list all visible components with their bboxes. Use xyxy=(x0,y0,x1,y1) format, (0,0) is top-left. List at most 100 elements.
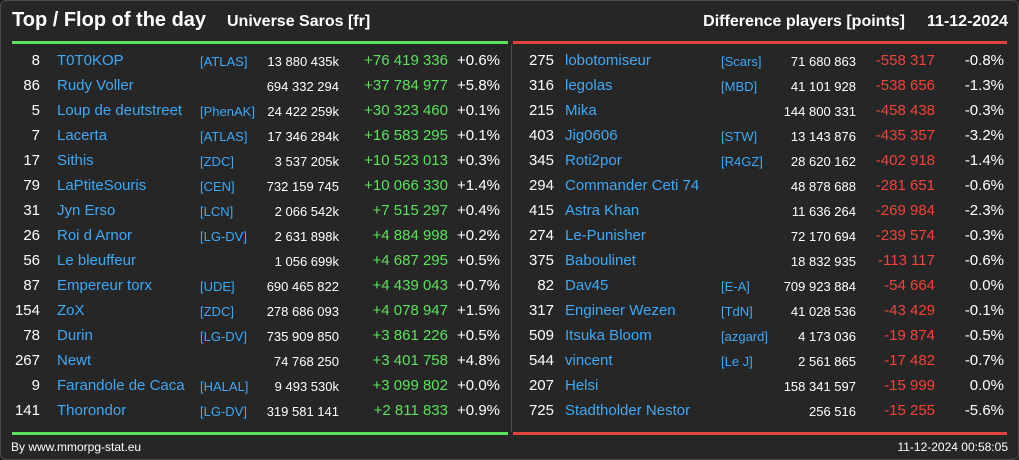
universe-label: Universe Saros [fr] xyxy=(227,13,371,30)
flop-row: 375 Baboulinet 18 832 935 -113 117 -0.6% xyxy=(511,249,1011,274)
player-name-link[interactable]: Jig0606 xyxy=(565,127,618,144)
player-name-link[interactable]: Jyn Erso xyxy=(57,202,116,219)
flop-row: 215 Mika 144 800 331 -458 438 -0.3% xyxy=(511,99,1011,124)
player-name-link[interactable]: Roi d Arnor xyxy=(57,227,133,244)
player-name-link[interactable]: Le-Punisher xyxy=(565,227,646,244)
alliance-tag-link[interactable]: [Le J] xyxy=(721,354,753,369)
points-delta: -19 874 xyxy=(884,327,935,344)
alliance-tag-link[interactable]: [Scars] xyxy=(721,54,762,69)
player-name-link[interactable]: Farandole de Caca xyxy=(57,377,185,394)
player-rank: 375 xyxy=(528,252,554,269)
player-name-link[interactable]: Loup de deutstreet xyxy=(57,102,183,119)
player-name-link[interactable]: Commander Ceti 74 xyxy=(565,177,700,194)
alliance-tag-link[interactable]: [R4GZ] xyxy=(721,154,763,169)
alliance-tag-link[interactable]: [CEN] xyxy=(200,179,235,194)
flop-row: 207 Helsi 158 341 597 -15 999 0.0% xyxy=(511,374,1011,399)
points-delta: -54 664 xyxy=(884,277,935,294)
top-row: 31 Jyn Erso [LCN] 2 066 542k +7 515 297 +0.4% xyxy=(1,199,501,224)
points-delta: +4 078 947 xyxy=(372,302,449,319)
percent-change: +0.2% xyxy=(457,227,500,244)
alliance-tag-link[interactable]: [azgard] xyxy=(721,329,768,344)
alliance-tag-link[interactable]: [E-A] xyxy=(721,279,750,294)
alliance-tag-link[interactable]: [LG-DV] xyxy=(200,329,247,344)
points-delta: -15 255 xyxy=(884,402,935,419)
top-row: 86 Rudy Voller 694 332 294 +37 784 977 +5.8% xyxy=(1,74,501,99)
flop-row: 274 Le-Punisher 72 170 694 -239 574 -0.3% xyxy=(511,224,1011,249)
percent-change: -5.6% xyxy=(964,402,1004,419)
points-delta: +3 099 802 xyxy=(372,377,449,394)
top-accent-bar xyxy=(12,41,508,44)
player-points: 11 636 264 xyxy=(791,204,856,219)
player-name-link[interactable]: Thorondor xyxy=(57,402,127,419)
player-name-link[interactable]: Astra Khan xyxy=(565,202,640,219)
header: Top / Flop of the day Universe Saros [fr… xyxy=(1,1,1018,41)
site-credit: By www.mmorpg-stat.eu xyxy=(11,440,142,454)
points-delta: -402 918 xyxy=(875,152,935,169)
player-name-link[interactable]: Engineer Wezen xyxy=(565,302,676,319)
flop-row: 509 Itsuka Bloom [azgard] 4 173 036 -19 874 -… xyxy=(511,324,1011,349)
alliance-tag-link[interactable]: [UDE] xyxy=(200,279,235,294)
player-rank: 87 xyxy=(23,277,40,294)
player-name-link[interactable]: Helsi xyxy=(565,377,599,394)
player-points: 2 561 865 xyxy=(798,354,856,369)
player-name-link[interactable]: legolas xyxy=(565,77,613,94)
percent-change: +0.3% xyxy=(457,152,500,169)
flop-row: 275 lobotomiseur [Scars] 71 680 863 -558 317… xyxy=(511,49,1011,74)
player-points: 690 465 822 xyxy=(266,279,339,294)
alliance-tag-link[interactable]: [MBD] xyxy=(721,79,758,94)
flop-row: 725 Stadtholder Nestor 256 516 -15 255 -5.6% xyxy=(511,399,1011,424)
player-points: 13 880 435k xyxy=(267,54,339,69)
player-rank: 316 xyxy=(528,77,554,94)
percent-change: +0.4% xyxy=(457,202,500,219)
alliance-tag-link[interactable]: [ZDC] xyxy=(200,304,234,319)
player-name-link[interactable]: Dav45 xyxy=(565,277,609,294)
player-name-link[interactable]: Itsuka Bloom xyxy=(565,327,652,344)
player-name-link[interactable]: Rudy Voller xyxy=(57,77,134,94)
alliance-tag-link[interactable]: [ATLAS] xyxy=(200,129,248,144)
player-name-link[interactable]: LaPtiteSouris xyxy=(57,177,147,194)
flop-row: 415 Astra Khan 11 636 264 -269 984 -2.3% xyxy=(511,199,1011,224)
percent-change: -0.7% xyxy=(964,352,1004,369)
player-name-link[interactable]: Newt xyxy=(57,352,92,369)
player-rank: 403 xyxy=(528,127,554,144)
alliance-tag-link[interactable]: [LG-DV] xyxy=(200,229,247,244)
player-name-link[interactable]: Stadtholder Nestor xyxy=(565,402,691,419)
player-name-link[interactable]: Durin xyxy=(57,327,93,344)
player-name-link[interactable]: Mika xyxy=(565,102,597,119)
alliance-tag-link[interactable]: [ZDC] xyxy=(200,154,234,169)
alliance-tag-link[interactable]: [HALAL] xyxy=(200,379,249,394)
player-rank: 82 xyxy=(537,277,554,294)
percent-change: -0.3% xyxy=(964,102,1004,119)
player-points: 4 173 036 xyxy=(798,329,856,344)
column-divider xyxy=(511,44,512,432)
points-delta: +10 066 330 xyxy=(364,177,448,194)
player-name-link[interactable]: Roti2por xyxy=(565,152,622,169)
percent-change: -0.6% xyxy=(964,252,1004,269)
player-name-link[interactable]: Baboulinet xyxy=(565,252,636,269)
player-name-link[interactable]: T0T0KOP xyxy=(57,52,124,69)
alliance-tag-link[interactable]: [LG-DV] xyxy=(200,404,247,419)
top-row: 87 Empereur torx [UDE] 690 465 822 +4 439 04… xyxy=(1,274,501,299)
player-name-link[interactable]: Lacerta xyxy=(57,127,108,144)
player-name-link[interactable]: lobotomiseur xyxy=(565,52,651,69)
alliance-tag-link[interactable]: [TdN] xyxy=(721,304,753,319)
player-name-link[interactable]: vincent xyxy=(565,352,613,369)
player-rank: 317 xyxy=(528,302,554,319)
player-name-link[interactable]: Sithis xyxy=(57,152,94,169)
flop-row: 544 vincent [Le J] 2 561 865 -17 482 -0.7% xyxy=(511,349,1011,374)
player-rank: 725 xyxy=(528,402,554,419)
points-delta: +3 861 226 xyxy=(372,327,449,344)
percent-change: +0.0% xyxy=(457,377,500,394)
top-row: 8 T0T0KOP [ATLAS] 13 880 435k +76 419 336 +0.… xyxy=(1,49,501,74)
alliance-tag-link[interactable]: [LCN] xyxy=(200,204,234,219)
alliance-tag-link[interactable]: [PhenAK] xyxy=(200,104,255,119)
alliance-tag-link[interactable]: [STW] xyxy=(721,129,758,144)
percent-change: -0.6% xyxy=(964,177,1004,194)
top-row: 56 Le bleuffeur 1 056 699k +4 687 295 +0.5% xyxy=(1,249,501,274)
player-points: 71 680 863 xyxy=(790,54,856,69)
player-name-link[interactable]: Empereur torx xyxy=(57,277,153,294)
alliance-tag-link[interactable]: [ATLAS] xyxy=(200,54,248,69)
player-name-link[interactable]: Le bleuffeur xyxy=(57,252,136,269)
player-name-link[interactable]: ZoX xyxy=(57,302,85,319)
player-rank: 17 xyxy=(23,152,40,169)
